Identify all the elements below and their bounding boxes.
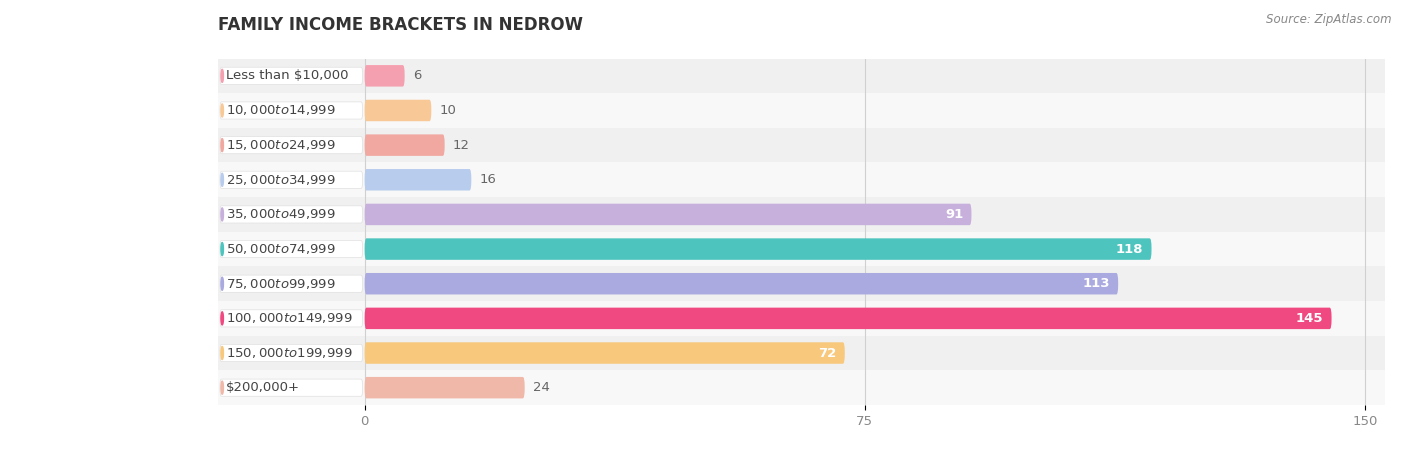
- FancyBboxPatch shape: [218, 58, 1385, 93]
- Text: $50,000 to $74,999: $50,000 to $74,999: [226, 242, 336, 256]
- Text: 145: 145: [1296, 312, 1323, 325]
- FancyBboxPatch shape: [219, 240, 363, 258]
- Text: 16: 16: [479, 173, 496, 186]
- Text: 12: 12: [453, 139, 470, 152]
- Circle shape: [221, 104, 224, 117]
- Text: 10: 10: [439, 104, 456, 117]
- Circle shape: [221, 346, 224, 360]
- Text: $15,000 to $24,999: $15,000 to $24,999: [226, 138, 336, 152]
- Circle shape: [221, 381, 224, 394]
- FancyBboxPatch shape: [218, 370, 1385, 405]
- Text: $25,000 to $34,999: $25,000 to $34,999: [226, 173, 336, 187]
- FancyBboxPatch shape: [218, 128, 1385, 162]
- Text: 6: 6: [412, 69, 420, 82]
- FancyBboxPatch shape: [218, 93, 1385, 128]
- Circle shape: [221, 208, 224, 221]
- Text: 118: 118: [1116, 243, 1143, 256]
- FancyBboxPatch shape: [364, 204, 972, 225]
- FancyBboxPatch shape: [218, 197, 1385, 232]
- FancyBboxPatch shape: [218, 266, 1385, 301]
- FancyBboxPatch shape: [364, 342, 845, 364]
- Circle shape: [221, 277, 224, 290]
- Text: $200,000+: $200,000+: [226, 381, 299, 394]
- FancyBboxPatch shape: [219, 136, 363, 154]
- FancyBboxPatch shape: [219, 310, 363, 327]
- FancyBboxPatch shape: [364, 377, 524, 398]
- Circle shape: [221, 243, 224, 256]
- Circle shape: [221, 139, 224, 152]
- FancyBboxPatch shape: [218, 301, 1385, 336]
- FancyBboxPatch shape: [219, 67, 363, 85]
- Text: FAMILY INCOME BRACKETS IN NEDROW: FAMILY INCOME BRACKETS IN NEDROW: [218, 16, 583, 34]
- Text: Less than $10,000: Less than $10,000: [226, 69, 349, 82]
- Text: $35,000 to $49,999: $35,000 to $49,999: [226, 207, 336, 221]
- FancyBboxPatch shape: [364, 169, 471, 190]
- Text: Source: ZipAtlas.com: Source: ZipAtlas.com: [1267, 14, 1392, 27]
- FancyBboxPatch shape: [364, 308, 1331, 329]
- Text: $100,000 to $149,999: $100,000 to $149,999: [226, 311, 353, 325]
- FancyBboxPatch shape: [219, 275, 363, 292]
- Text: 113: 113: [1083, 277, 1111, 290]
- Circle shape: [221, 312, 224, 325]
- FancyBboxPatch shape: [364, 100, 432, 121]
- FancyBboxPatch shape: [218, 162, 1385, 197]
- Text: $75,000 to $99,999: $75,000 to $99,999: [226, 277, 336, 291]
- Text: $10,000 to $14,999: $10,000 to $14,999: [226, 104, 336, 117]
- FancyBboxPatch shape: [364, 238, 1152, 260]
- FancyBboxPatch shape: [364, 135, 444, 156]
- FancyBboxPatch shape: [218, 336, 1385, 370]
- Circle shape: [221, 69, 224, 82]
- FancyBboxPatch shape: [218, 232, 1385, 266]
- FancyBboxPatch shape: [219, 344, 363, 362]
- FancyBboxPatch shape: [219, 206, 363, 223]
- Text: 72: 72: [818, 346, 837, 360]
- Circle shape: [221, 173, 224, 186]
- FancyBboxPatch shape: [219, 102, 363, 119]
- Text: $150,000 to $199,999: $150,000 to $199,999: [226, 346, 353, 360]
- FancyBboxPatch shape: [364, 273, 1118, 294]
- Text: 24: 24: [533, 381, 550, 394]
- FancyBboxPatch shape: [364, 65, 405, 86]
- FancyBboxPatch shape: [219, 171, 363, 189]
- Text: 91: 91: [945, 208, 963, 221]
- FancyBboxPatch shape: [219, 379, 363, 396]
